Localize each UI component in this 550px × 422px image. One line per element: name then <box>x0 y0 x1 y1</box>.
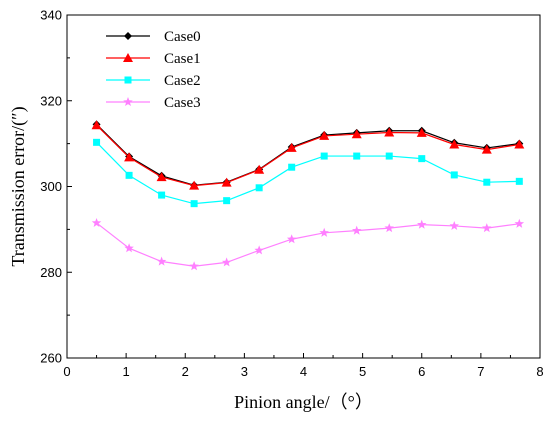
plot-series <box>91 120 525 271</box>
data-point <box>384 223 394 233</box>
y-tick-label: 280 <box>40 265 62 280</box>
data-point <box>223 197 231 205</box>
data-point <box>449 220 460 230</box>
legend: Case0 Case1 Case2 Case3 <box>106 29 201 111</box>
data-point <box>156 256 167 266</box>
x-tick-label: 8 <box>536 364 543 379</box>
data-point <box>351 129 362 139</box>
data-point <box>351 225 362 235</box>
data-point <box>482 223 492 233</box>
data-point <box>319 130 330 140</box>
data-point <box>353 152 361 160</box>
series-case2 <box>93 138 523 208</box>
x-tick-label: 5 <box>359 364 366 379</box>
data-point <box>124 152 135 162</box>
y-tick-label: 340 <box>40 8 62 23</box>
data-point <box>156 172 167 182</box>
data-point <box>158 191 166 199</box>
data-point <box>384 127 395 137</box>
data-point <box>416 219 427 229</box>
x-tick-label: 7 <box>477 364 484 379</box>
axis-ticks: 0 1 2 3 4 5 6 7 8 260 280 300 320 340 <box>40 8 543 380</box>
series-line <box>96 141 520 205</box>
data-point <box>418 155 426 163</box>
legend-item: Case2 <box>106 73 201 89</box>
data-point <box>481 144 492 154</box>
y-tick-label: 260 <box>40 351 62 366</box>
data-point <box>385 152 393 160</box>
data-point <box>91 217 102 227</box>
series-case3 <box>91 217 525 271</box>
data-point <box>189 180 200 190</box>
data-point <box>125 171 133 179</box>
data-point <box>254 245 264 255</box>
data-point <box>320 152 328 160</box>
x-tick-label: 3 <box>241 364 248 379</box>
y-axis-title: Transmission error/(″) <box>8 106 29 266</box>
data-point <box>288 163 296 171</box>
data-point <box>221 257 232 267</box>
x-tick-label: 2 <box>182 364 189 379</box>
legend-label: Case2 <box>164 73 201 89</box>
data-point <box>514 139 525 149</box>
x-axis-title: Pinion angle/（°） <box>234 392 373 412</box>
data-point <box>514 218 525 228</box>
data-point <box>189 261 199 271</box>
data-point <box>190 200 198 208</box>
data-point <box>449 139 460 149</box>
legend-marker <box>123 53 133 62</box>
legend-item: Case0 <box>106 29 201 45</box>
data-point <box>93 138 101 146</box>
series-case1 <box>91 120 525 190</box>
x-tick-label: 0 <box>63 364 70 379</box>
series-line <box>96 222 520 267</box>
y-tick-label: 320 <box>40 93 62 108</box>
x-tick-label: 6 <box>418 364 425 379</box>
x-tick-label: 4 <box>300 364 307 379</box>
series-case0 <box>92 120 524 190</box>
data-point <box>286 234 297 244</box>
data-point <box>515 177 523 185</box>
data-point <box>319 227 329 237</box>
series-line <box>96 123 520 186</box>
data-point <box>255 184 263 192</box>
data-point <box>483 178 491 186</box>
legend-marker <box>123 97 133 107</box>
legend-label: Case1 <box>164 51 201 67</box>
data-point <box>286 142 297 152</box>
x-tick-label: 1 <box>123 364 130 379</box>
data-point <box>450 171 458 179</box>
data-point <box>221 177 232 187</box>
legend-marker <box>124 32 132 40</box>
data-point <box>91 120 102 130</box>
legend-marker <box>124 76 132 84</box>
legend-item: Case3 <box>106 95 201 111</box>
plot-frame <box>66 14 541 359</box>
legend-item: Case1 <box>106 51 201 67</box>
data-point <box>254 164 265 174</box>
data-point <box>416 127 427 137</box>
series-line <box>96 124 520 187</box>
legend-label: Case0 <box>164 29 201 45</box>
data-point <box>124 243 134 253</box>
y-tick-label: 300 <box>40 179 62 194</box>
legend-label: Case3 <box>164 95 201 111</box>
